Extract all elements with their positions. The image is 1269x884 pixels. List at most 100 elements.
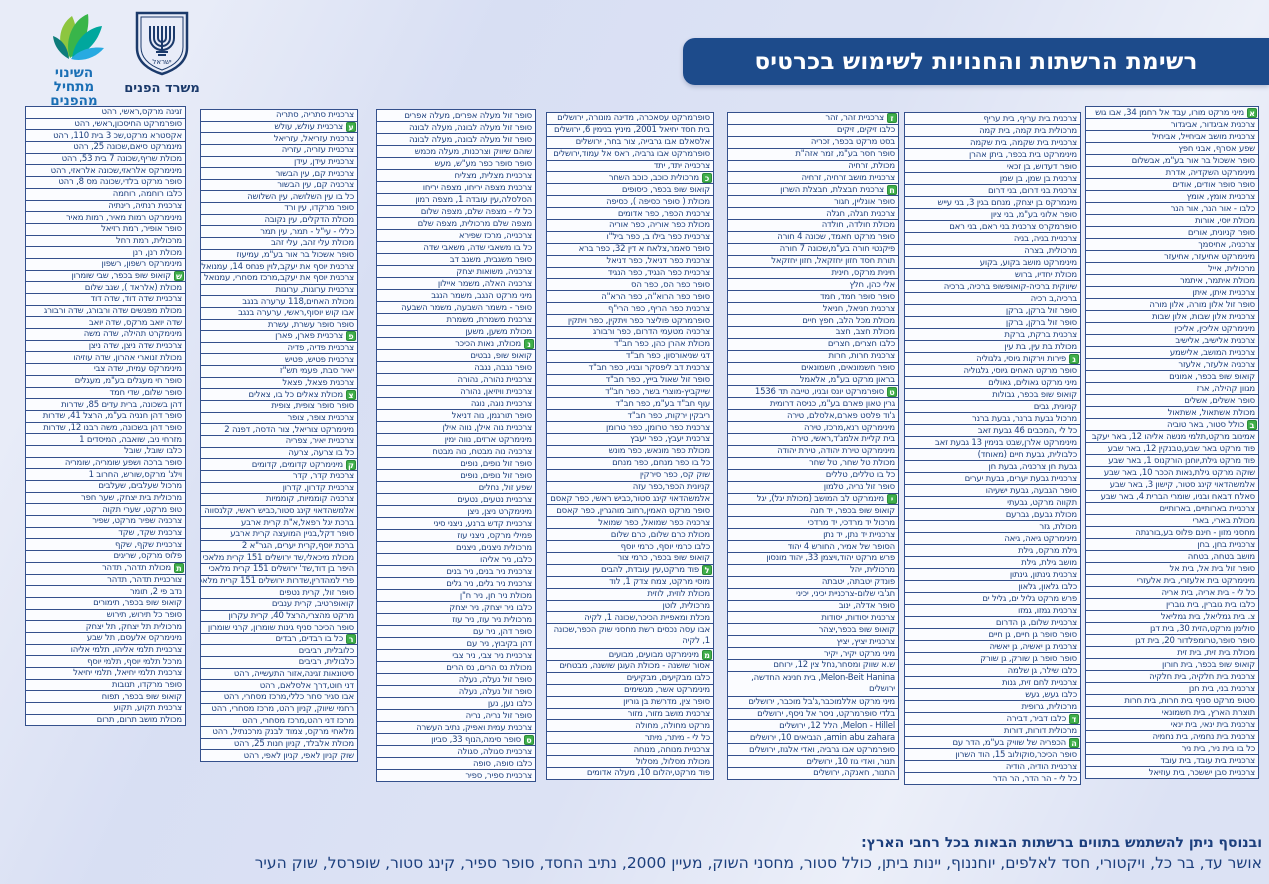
store-item-label: סיטונאות זגינה,אזור התעשייה, רהט: [233, 669, 354, 680]
store-item-label: סופר אשכול בר אור בע"מ, עמיעוז: [236, 250, 355, 260]
store-item-label: צרכנית כפר דניאל, כפר דניאל: [606, 256, 711, 267]
store-item-label: כלבולית, גבעת חיים (מאוחד): [977, 449, 1078, 460]
store-item-label: צרכניה קם, עין הבשור: [277, 180, 354, 191]
store-item-label: סופר מרקט האחים גיוסי, גלגוליה: [963, 365, 1078, 376]
store-item-label: Melon-Beit Hanina, בית חנינא החדשה, ירוש…: [751, 672, 895, 694]
store-item-label: צרכניית ניר צבי, ניר צבי: [452, 650, 532, 661]
store-item-label: סופר זול נריה, נריה: [465, 710, 533, 721]
store-item-label: ברכיה,ב רכיה: [1030, 293, 1078, 304]
store-item-label: צרכנית בית ינאי, בית ינאי: [1170, 719, 1256, 730]
store-item-label: קואופ שופ בכפר, שבי שומרון: [71, 270, 171, 281]
store-item-label: הסלסלה,עין עובדה 1, מצפה רמון: [415, 194, 532, 205]
store-item-label: מכולת חצב, חצב: [835, 327, 896, 338]
store-item-label: כלבולית, רביבים: [298, 657, 355, 668]
store-item-label: מכולת מסלול, מסלול: [635, 756, 710, 767]
store-item-label: סופר זול נעלה, נעלה: [458, 686, 532, 697]
store-item-label: אבו קוש יוסוף,ראשי, ערערה בנגב: [238, 308, 354, 319]
store-item-label: צרכנית שקד, שקד: [118, 528, 182, 539]
store-item-label: ג'וד פלסט פארם,אלסלם, טירה: [787, 410, 895, 421]
store-item-label: צרכנית הכפר, כפר אדומים: [617, 208, 710, 219]
footer-heading: ובנוסף ניתן להשתמש בתווים ברשתות הבאות ב…: [861, 835, 1262, 851]
store-item-label: מכולת בית זית, בית זית: [1177, 647, 1255, 658]
store-item-label: כלבו - אור הנר, אור הנר: [1170, 203, 1256, 214]
store-item-label: צרכנייה יתד, יתד: [653, 161, 710, 171]
store-item-label: צרכניה מטעמי הדרום, כפר ורבורג: [592, 327, 710, 338]
store-item-label: צרכנית משמרת, משמרת: [446, 314, 533, 325]
store-item-label: מכולת ניר חן, ניר ח"ן: [459, 590, 532, 601]
store-item-label: מרכז דני רהט,מרכז מסחרי, רהט: [242, 715, 354, 726]
store-item-label: מכולת בת עין, בת עין: [1004, 341, 1077, 352]
store-item-label: צרכנית יוסף את יעקב,לוין פנחס 14, עמנואל: [201, 261, 354, 272]
store-item-label: פרש מרקט גליל ים, גליל ים: [982, 593, 1077, 604]
store-item-label: סופר מרקדו, תנובות: [111, 680, 182, 691]
store-item-label: זגינה מרקס,ראשי, רהט: [101, 107, 183, 118]
store-item-label: קואופ שופ בכפר, אמונים: [1169, 371, 1255, 382]
store-item-label: כלבו געש, געש: [1025, 689, 1077, 700]
store-item-label: צורכניית תדהר, תדהר: [107, 574, 182, 585]
store-item-label: מרקט מחולה, מחולה: [635, 720, 710, 731]
store-item-label: שוק קס, כפר סירקין: [639, 470, 710, 481]
store-item-label: צרכניית עולש, עולש: [274, 121, 343, 132]
store-item-label: כלבו, ניר אליהו: [479, 554, 532, 565]
store-item-label: סופר זול שאול בייץ, כפר חב"ד: [605, 375, 711, 386]
store-item: אמינוב מרקט,תלמי מנשה אליהו 12, באר יעקב: [1085, 430, 1259, 443]
store-item-label: צרכנייה, מרכז שפירא: [458, 230, 532, 241]
store-item-label: סופר אונליין, חגור: [834, 196, 895, 207]
section-marker-ט: ט: [887, 386, 897, 397]
store-item-label: כל בו טללים, טללים: [825, 470, 895, 481]
store-item-label: אלמשהדאוי קינג סטור,כביש ראשי, כפר קאסם: [550, 493, 710, 504]
store-item: צרכניית ספיר, ספיר: [376, 769, 536, 782]
section-marker-ר: ר: [346, 634, 356, 645]
store-item-label: כולל סטור, באר טוביה: [1166, 419, 1244, 430]
store-item-label: מיני מרקט יקיר, יקיר: [823, 648, 895, 659]
store-item-label: סופר סופר גן שורק, גן שורק: [980, 653, 1077, 664]
store-item-label: סופר שלום, שדי חמד: [109, 387, 183, 398]
store-item-label: צרכניית אומץ, אומץ: [1186, 191, 1256, 202]
store-item-label: מכולת האחים,118 ערערה בנגב: [242, 296, 354, 307]
store-item-label: סופר זול מעלה לבונה, מעלה לבונה: [408, 134, 532, 145]
store-item-label: כל לי - מצפה שלם, מצפה שלום: [420, 206, 532, 217]
store-item-label: מכולת הדקלים, עין נקובה: [264, 215, 354, 226]
section-marker-נ: נ: [524, 338, 534, 349]
store-item-label: כלבו ניר יצחק, ניר יצחק: [449, 602, 532, 613]
store-item-label: צרכנית חגלה, חגלה: [826, 208, 895, 219]
store-item-label: כל לי - מיתר, מיתר: [644, 732, 710, 743]
store-item-label: צרכניית מושב אביחייל, אביחיל: [1152, 131, 1255, 142]
store-item-label: שוקה מרקט גילת,נאות הככר 10, באר שבע: [1103, 467, 1255, 478]
store-item-label: מושב גילת, גילת: [1021, 557, 1077, 568]
column-2: צרכנית בית עריף, בית עריף מרכולית בית קמה…: [904, 112, 1081, 785]
store-item-label: צרכניית עידן, עידן: [294, 156, 354, 167]
store-item-label: סופר דהן חנניה בע"מ, הרצל 41, שדרות: [42, 411, 182, 422]
store-item-label: סופר אדלה, ינוב: [838, 600, 895, 611]
store-item-label: מינימרקט אשר, מגשימים: [623, 685, 710, 696]
store-item-label: מכולת כרם שלום, כרם שלום: [610, 529, 710, 540]
store-item: מכולת מושב תרום, תרום: [25, 713, 186, 727]
store-item: צרכניית סבן יששכר, בית עוזיאל: [1085, 766, 1259, 779]
store-item-label: סופר סופר צופית, צופית: [271, 401, 354, 412]
column-1: א מיני מרקט מורו, עבד אל רחמן 34, אבו גוש…: [1085, 106, 1259, 779]
store-item-label: צרכניית פארן, פארן: [275, 331, 343, 342]
store-item-label: צרכנית ניר בנים, ניר בנים: [446, 566, 532, 577]
store-item-label: amin abu zahara, הנביאים 10, ירושלים: [749, 732, 895, 743]
store-item-label: סופר אופיר, רמת רזיאל: [101, 224, 182, 235]
store-item-label: מיני מרקט גאולים, גאולים: [988, 377, 1077, 388]
store-item-label: סופר חשמונאים, חשמונאים: [800, 363, 895, 374]
store-item-label: פוד מרקט באר שבע,טבנקין 12, באר שבע: [1107, 443, 1255, 454]
store-item-label: צרכניית מצלית, מצליח: [454, 170, 533, 181]
store-item-label: תורת חסד חזון יחזקאל, חזון יחזקאל: [771, 256, 895, 267]
store-item-label: מכולת כפר אוריה, כפר אוריה: [608, 220, 710, 231]
store-item-label: סופרמרקט החיסכון,ראשי, רהט: [74, 119, 182, 130]
column-7: זגינה מרקס,ראשי, רהט סופרמרקט החיסכון,ראש…: [25, 106, 186, 727]
store-item-label: אבו סגיר סחר כללי,מרכז מסחרי, רהט: [223, 692, 354, 703]
slogan-line-3: מהפנים: [50, 93, 98, 109]
section-marker-ל: ל: [702, 565, 712, 576]
store-item-label: מכולת תדהר, תדהר: [101, 563, 171, 574]
store-item-label: צרכניית הודיה, הודיה: [1005, 761, 1077, 772]
store-item-label: סופר כפר הס, כפר הס: [631, 279, 710, 290]
store-item-label: צרכנית כפר טרומן, כפר טרומן: [606, 422, 710, 433]
store-item-label: צרכנית קדר, קדר: [292, 471, 354, 482]
column-4: סופרמרקט עסאכרה, מדינה מונורה, ירושלים בי…: [546, 112, 714, 780]
store-item-label: עוף חב"ד בע"מ, כפר חב"ד: [615, 398, 710, 409]
store-item-label: סופר קניונית, אורים: [1187, 227, 1255, 238]
store-item-label: צרכנית חרות, חרות: [828, 351, 896, 362]
